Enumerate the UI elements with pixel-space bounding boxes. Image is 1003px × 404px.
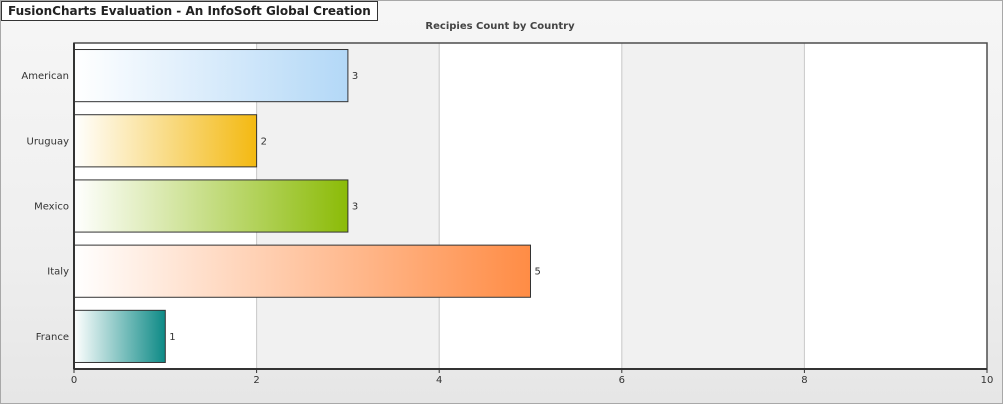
category-label: Italy <box>47 267 69 278</box>
chart-title: Recipies Count by Country <box>425 21 575 32</box>
value-label: 1 <box>169 332 175 343</box>
value-label: 5 <box>535 267 541 278</box>
value-label: 2 <box>261 136 267 147</box>
value-label: 3 <box>352 71 358 82</box>
x-axis-ticks: 0 2 4 6 8 10 <box>71 369 994 386</box>
x-tick-label: 0 <box>71 375 77 386</box>
category-label: Uruguay <box>27 136 70 147</box>
y-axis-labels: American Uruguay Mexico Italy France <box>21 71 69 343</box>
bar-uruguay <box>73 114 258 168</box>
x-tick-label: 10 <box>981 375 994 386</box>
category-label: American <box>21 71 69 82</box>
bar-france <box>73 309 166 363</box>
bars <box>73 49 531 363</box>
x-tick-label: 8 <box>801 375 807 386</box>
evaluation-banner: FusionCharts Evaluation - An InfoSoft Gl… <box>1 1 378 21</box>
bar-italy <box>73 244 531 298</box>
value-labels: 3 2 3 5 1 <box>169 71 541 343</box>
x-tick-label: 6 <box>619 375 625 386</box>
value-label: 3 <box>352 202 358 213</box>
category-label: Mexico <box>34 202 69 213</box>
category-label: France <box>36 332 69 343</box>
x-tick-label: 4 <box>436 375 442 386</box>
bar-american <box>73 49 349 103</box>
plot-band <box>621 43 805 369</box>
x-tick-label: 2 <box>253 375 259 386</box>
bar-mexico <box>73 179 349 233</box>
plot-border <box>73 42 988 370</box>
